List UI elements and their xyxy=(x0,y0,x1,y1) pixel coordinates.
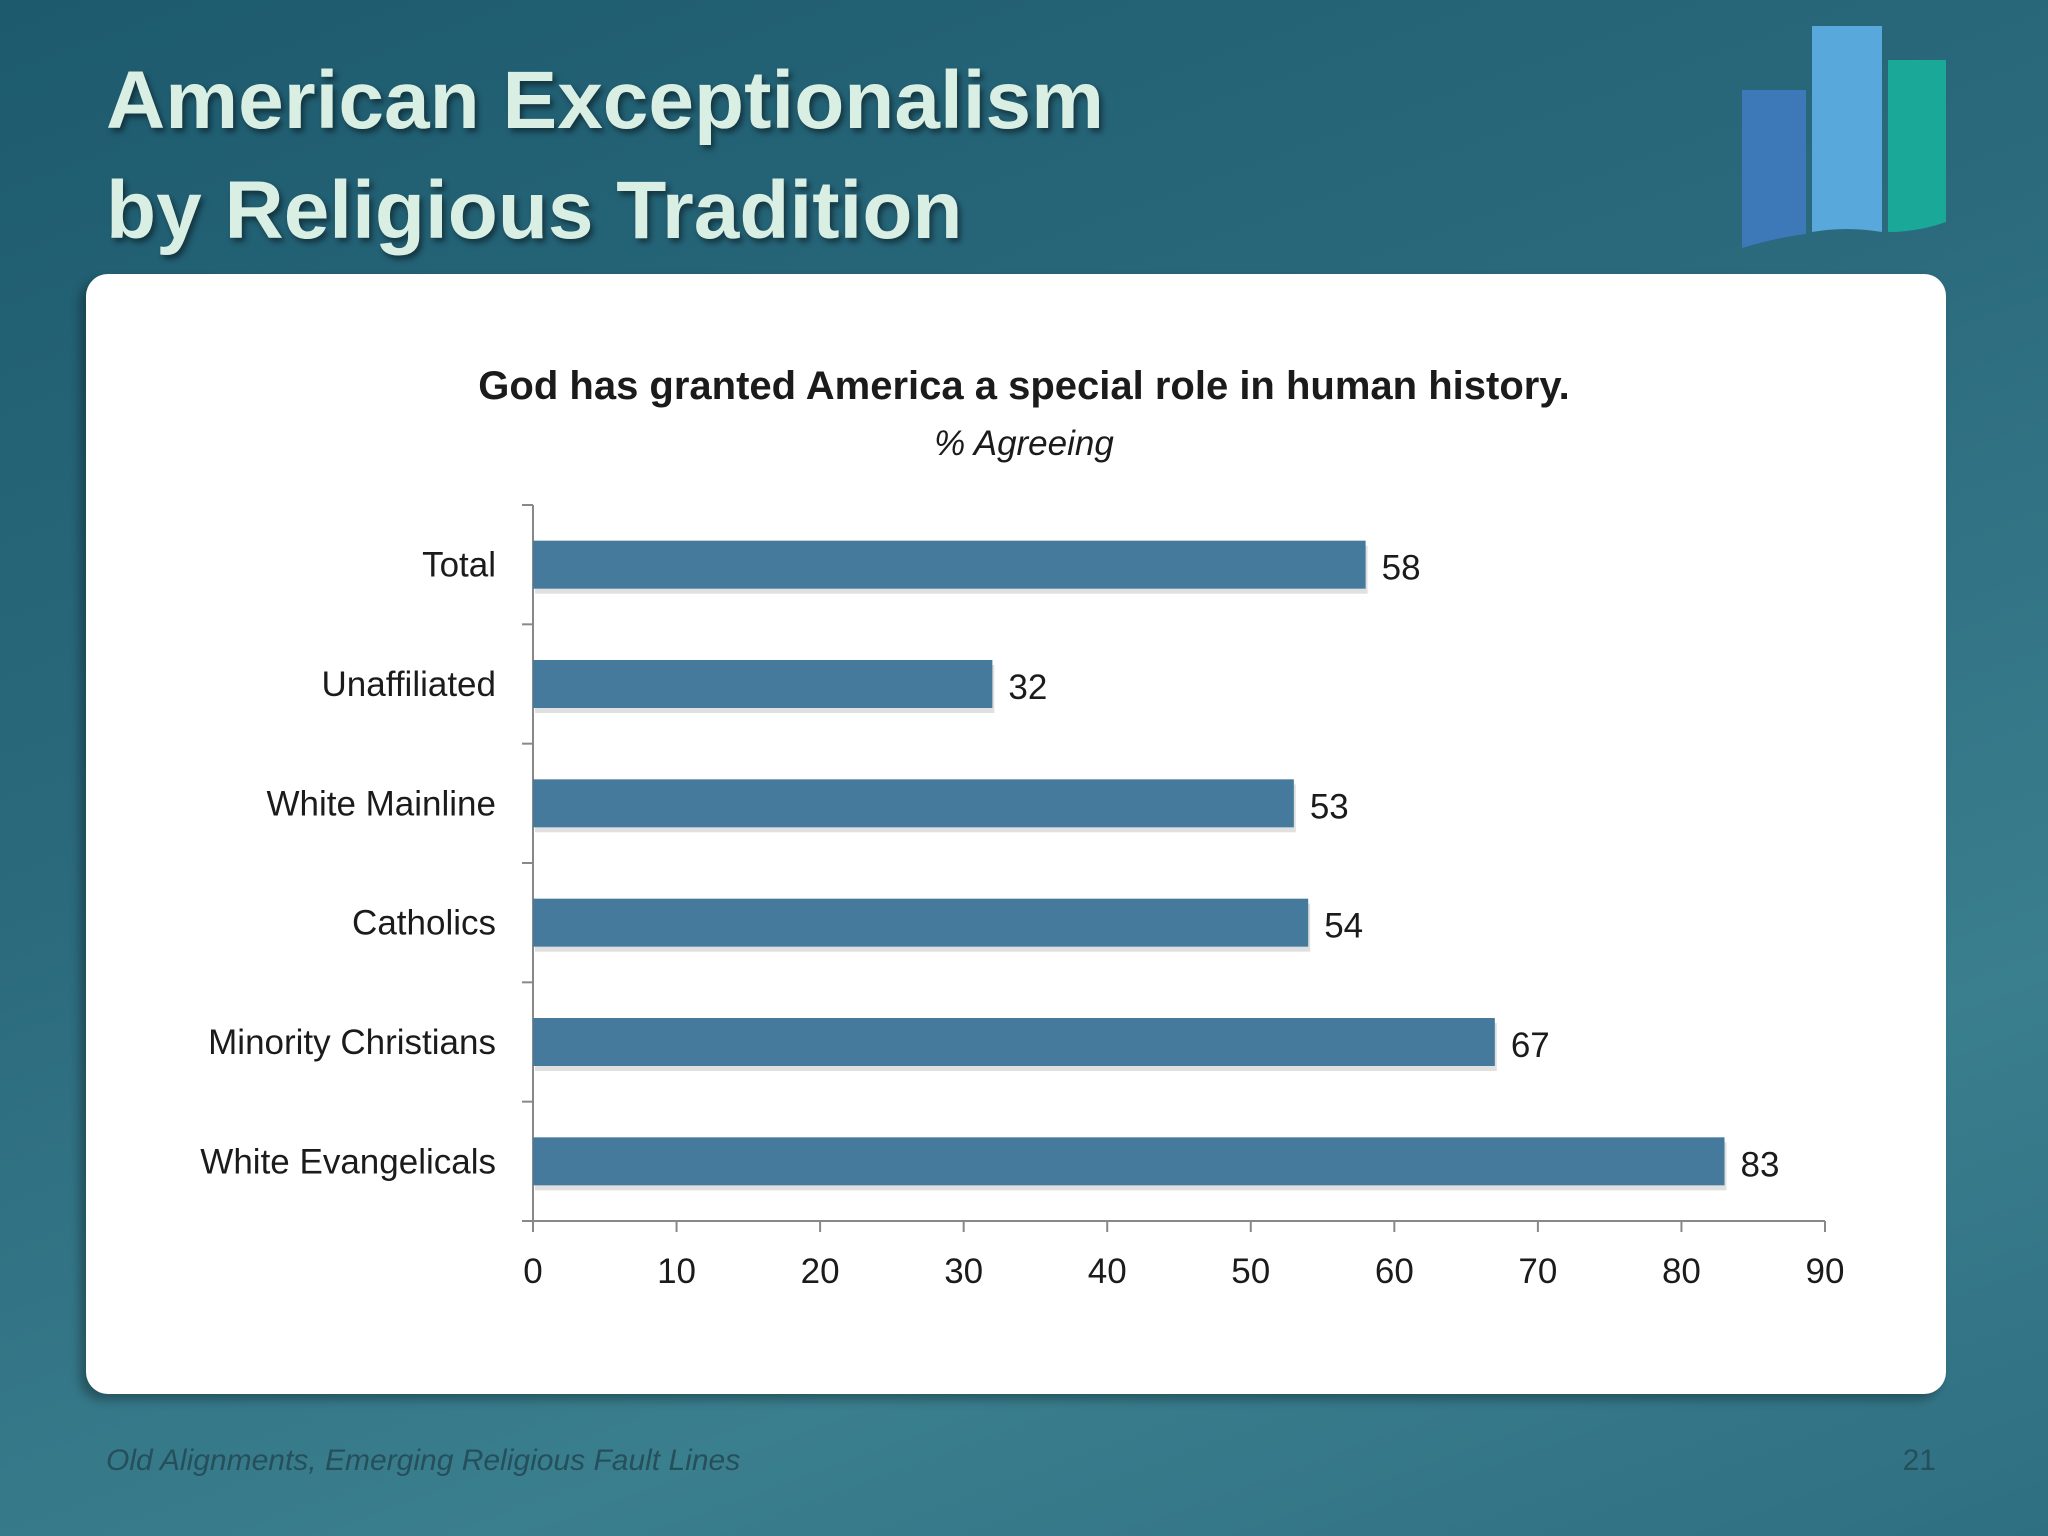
bar xyxy=(533,540,1366,589)
category-label: White Mainline xyxy=(266,784,496,823)
page-number: 21 xyxy=(1902,1444,1936,1477)
bar xyxy=(533,898,1309,947)
slide-title-line-2: by Religious Tradition xyxy=(106,165,963,256)
x-tick-label: 80 xyxy=(1662,1252,1701,1291)
category-label: Minority Christians xyxy=(208,1023,496,1062)
bar-chart-logo-icon xyxy=(1742,26,1946,248)
x-tick-label: 60 xyxy=(1375,1252,1414,1291)
category-label: White Evangelicals xyxy=(200,1142,496,1181)
x-tick-label: 90 xyxy=(1806,1252,1845,1291)
x-tick-label: 40 xyxy=(1088,1252,1127,1291)
data-label: 32 xyxy=(1008,668,1047,707)
bar xyxy=(533,660,993,708)
data-label: 53 xyxy=(1310,787,1349,826)
footer-text: Old Alignments, Emerging Religious Fault… xyxy=(106,1444,741,1477)
x-tick-label: 30 xyxy=(944,1252,983,1291)
category-label: Total xyxy=(422,546,496,585)
x-tick-label: 50 xyxy=(1231,1252,1270,1291)
x-tick-label: 0 xyxy=(523,1252,542,1291)
chart-title: God has granted America a special role i… xyxy=(478,364,1570,408)
data-label: 83 xyxy=(1741,1145,1780,1184)
data-label: 58 xyxy=(1382,549,1421,588)
chart-panel xyxy=(86,274,1946,1394)
data-label: 54 xyxy=(1324,907,1363,946)
category-label: Unaffiliated xyxy=(322,665,496,704)
bar xyxy=(533,779,1294,828)
slide-title-line-1: American Exceptionalism xyxy=(106,55,1105,146)
category-label: Catholics xyxy=(352,904,496,943)
chart-subtitle: % Agreeing xyxy=(934,424,1114,463)
bar xyxy=(533,1137,1725,1186)
bar xyxy=(533,1018,1495,1066)
slide-title: American Exceptionalism by Religious Tra… xyxy=(106,46,1104,266)
x-tick-label: 20 xyxy=(801,1252,840,1291)
x-tick-label: 10 xyxy=(657,1252,696,1291)
x-tick-label: 70 xyxy=(1518,1252,1557,1291)
data-label: 67 xyxy=(1511,1026,1550,1065)
